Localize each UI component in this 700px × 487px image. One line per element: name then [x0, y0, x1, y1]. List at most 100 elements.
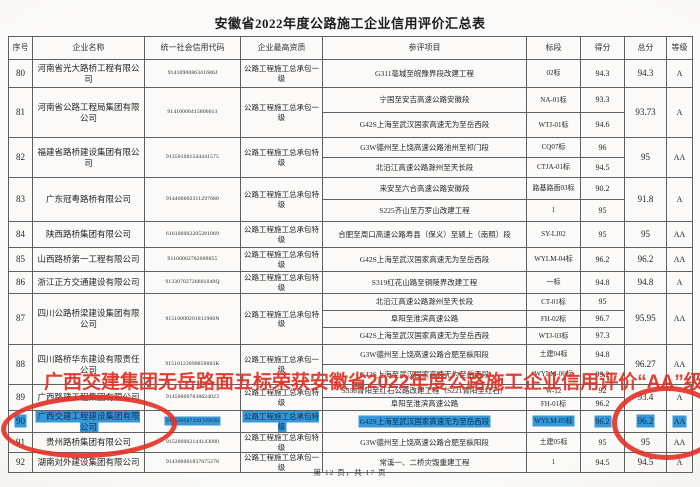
score-cell-text: 94.6 — [595, 120, 610, 129]
project-name-cell: G311亳城至皖豫界段改建工程 — [322, 59, 527, 88]
score-cell-text: 97.3 — [595, 331, 610, 340]
qualification-cell-text: 公路工程施工总承包一级 — [244, 355, 319, 374]
company-name-cell-text: 广西路建工程集团有限公司 — [37, 392, 140, 403]
score-cell-text: 90.2 — [595, 183, 610, 193]
project-name-cell-text: S358青阳至红石公路改建工程（S221青阳至红石） — [341, 386, 508, 396]
score-cell-text: 94.5 — [595, 162, 610, 172]
credit-code-cell: 91510000201811900N — [144, 293, 241, 345]
qualification-cell-text: 公路工程施工总承包一级 — [244, 64, 319, 83]
qualification-cell-text: 公路工程施工总承包特级 — [244, 190, 319, 209]
row-number-cell: 88 — [8, 344, 33, 385]
qualification-cell: 公路工程施工总承包特级 — [240, 409, 323, 434]
section-cell: WYLM-05标 — [526, 409, 581, 434]
company-name-cell: 广东冠粤路桥有限公司 — [32, 177, 145, 222]
total-score-cell: 96.27 — [624, 344, 667, 385]
project-name-cell-text: 北沿江高速公路滁州至天长段 — [375, 297, 474, 307]
project-name-cell-text: G3W德州至上饶高速公路合肥至枞阳段 — [360, 438, 489, 448]
section-cell: 路基路面03标 — [526, 177, 581, 200]
project-name-cell: 阜阳至淮滨高速公路 — [322, 397, 527, 411]
header-cell-qualification: 企业最高资质 — [240, 36, 323, 60]
section-cell: CTJA-01标 — [526, 157, 581, 178]
qualification-cell-text: 公路工程施工总承包一级 — [244, 453, 319, 472]
score-cell-text: 94.8 — [595, 277, 610, 287]
table-header-row: 序号 企业名称 统一社会信用代码 企业最高资质 参评项目 标段 得分 总分 等级 — [8, 36, 693, 60]
company-name-cell: 福建省路桥建设集团有限公司 — [32, 137, 145, 178]
row-number-cell: 81 — [8, 87, 33, 138]
project-name-cell: 阜阳至淮滨高速公路 — [322, 310, 527, 328]
project-name-cell: 宁国至安吉高速公路安徽段 — [322, 87, 527, 113]
score-cell: 94.5 — [580, 157, 625, 178]
total-score-cell-text: 95.95 — [635, 313, 656, 324]
grade-cell: A — [666, 59, 693, 88]
project-name-cell-text: G42S上海至武汉国家高速无为至岳西段 — [359, 331, 490, 341]
score-cell: 94.5 — [580, 452, 625, 474]
qualification-cell-text: 公路工程施工总承包一级 — [244, 103, 319, 122]
project-name-cell: G42S上海至武汉国家高速无为至岳西段 — [322, 247, 527, 272]
grade-cell-text: A — [676, 107, 683, 117]
section-cell-text: FH-01标 — [540, 399, 567, 408]
score-cell-text: 95 — [598, 437, 607, 447]
credit-evaluation-table: 序号 企业名称 统一社会信用代码 企业最高资质 参评项目 标段 得分 总分 等级… — [8, 36, 693, 474]
company-name-cell: 四川公路桥梁建设集团有限公司 — [32, 293, 145, 345]
score-cell-text: 95 — [598, 229, 607, 239]
score-cell: 95 — [580, 221, 625, 248]
page-title: 安徽省2022年度公路施工企业信用评价汇总表 — [214, 16, 486, 31]
credit-code-cell-text: 616100002205281069 — [165, 231, 220, 238]
row-number-cell: 82 — [8, 137, 33, 178]
score-cell-text: 93.3 — [595, 95, 610, 104]
total-score-cell: 96.2 — [624, 247, 667, 272]
total-score-cell-text: 95 — [641, 228, 650, 239]
credit-code-cell-text: 91100002782009055 — [167, 256, 218, 263]
company-name-cell-text: 陕西路桥集团有限公司 — [45, 229, 131, 240]
score-cell-text: 96.2 — [595, 254, 610, 264]
table-row: 82 福建省路桥建设集团有限公司 913501001544441575 公路工程施工总… — [8, 137, 693, 178]
row-number-cell: 85 — [8, 247, 33, 272]
company-name-cell: 河南省光大路桥工程有限公司 — [32, 59, 145, 88]
project-name-cell-text: 阜阳至淮滨高速公路 — [390, 314, 459, 324]
row-number-cell-text: 81 — [16, 106, 25, 117]
header-cell-total: 总分 — [624, 36, 667, 60]
section-cell: CT-01标 — [526, 293, 581, 311]
qualification-cell-text: 公路工程施工总承包特级 — [244, 388, 319, 407]
score-cell: 90.2 — [580, 177, 625, 200]
qualification-cell-text: 公路工程施工总承包特级 — [244, 250, 319, 269]
grade-cell-text: AA — [673, 314, 686, 323]
project-name-cell: 北沿江高速公路滁州至天长段 — [322, 157, 527, 178]
project-name-cell: 合肥至周口高速公路寿县（保义）至颍上（南照）段 — [322, 221, 527, 248]
section-cell: NA-01标 — [526, 87, 581, 113]
section-cell: WTJ-03标 — [526, 327, 581, 345]
section-cell-text: W-12 — [545, 386, 562, 395]
credit-code-cell: 913501001544441575 — [144, 137, 241, 178]
row-number-cell: 83 — [8, 177, 33, 222]
qualification-cell: 公路工程施工总承包特级 — [240, 432, 323, 454]
total-score-cell: 95 — [624, 137, 667, 178]
project-name-cell: G42S上海至武汉国家高速无为至岳西段 — [322, 112, 527, 138]
section-cell: 土建04标 — [526, 344, 581, 365]
grade-cell-text: A — [676, 277, 683, 287]
table-row: G42S上海至武汉国家高速无为至岳西段 WTJ-01标 94.6 — [9, 112, 693, 138]
header-cell-score: 得分 — [580, 36, 625, 60]
score-cell-text: 92 — [598, 386, 607, 395]
project-name-cell-text: G42S上海至武汉国家高速无为至岳西段 — [359, 369, 490, 379]
table-row: 83 广东冠粤路桥有限公司 914400002311297680 公路工程施工总承包特… — [8, 177, 693, 222]
total-score-cell-text: 94.8 — [637, 276, 654, 287]
project-name-cell: G3W德州至上饶高速公路池州至祁门段 — [322, 137, 527, 158]
row-number-cell: 90 — [8, 409, 33, 434]
credit-code-cell: 616100002205281069 — [144, 221, 241, 248]
section-cell: SY-LJ02 — [526, 221, 581, 248]
score-cell: 95 — [580, 199, 625, 222]
total-score-cell-text: 91.8 — [637, 193, 654, 204]
company-name-cell: 广西交建工程建设集团有限公司 — [32, 409, 145, 434]
grade-cell: AA — [666, 221, 693, 248]
grade-cell: AA — [666, 293, 693, 345]
grade-cell: AA — [666, 137, 693, 178]
project-name-cell: S225齐山至万罗山改建工程 — [322, 199, 527, 222]
row-number-cell: 92 — [8, 452, 33, 474]
table-row: 86 浙江正方交通建设有限公司 91330702726601040Q 公路工程施工总承… — [8, 271, 693, 294]
section-cell-text: 土建04标 — [539, 350, 568, 359]
section-cell-text: CTJA-01标 — [536, 163, 571, 172]
section-cell: WTJ-01标 — [526, 112, 581, 138]
grade-cell: AA — [666, 247, 693, 272]
company-name-cell-text: 四川路桥华东建设有限责任公司 — [37, 353, 140, 375]
company-name-cell: 山西路桥第一工程有限公司 — [32, 247, 145, 272]
